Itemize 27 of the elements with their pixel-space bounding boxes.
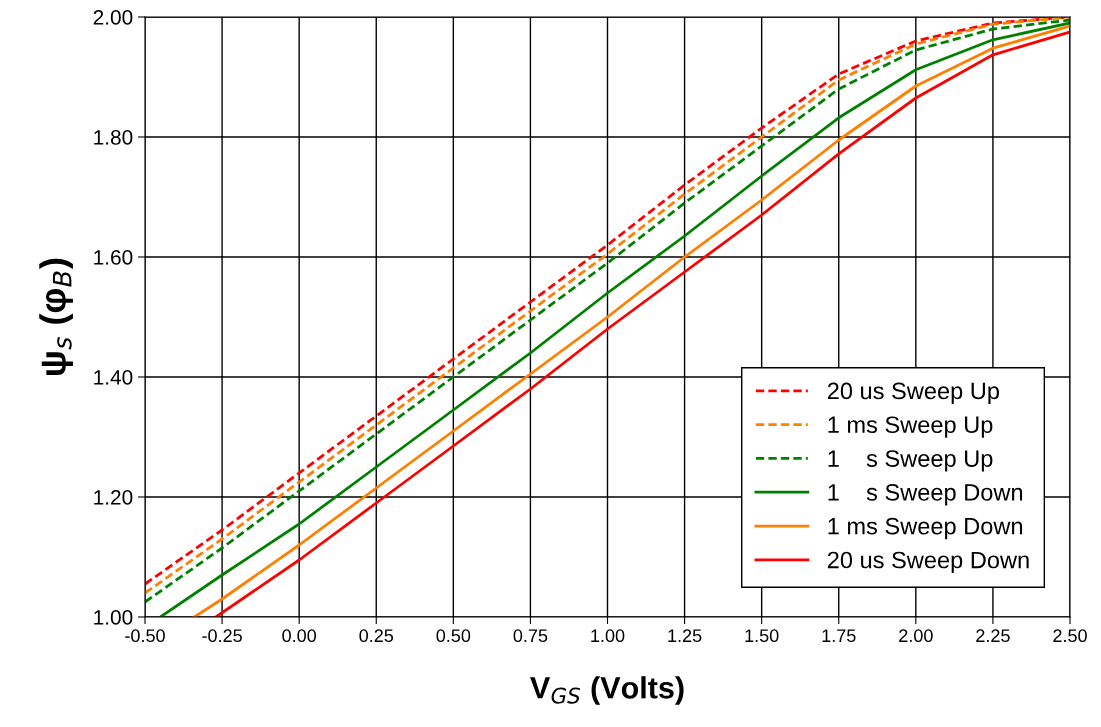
legend-label: 20 us Sweep Up xyxy=(827,382,999,404)
y-tick-label: 1.40 xyxy=(94,370,133,385)
x-tick-label: 0.50 xyxy=(436,629,471,643)
x-tick-label: 2.25 xyxy=(976,629,1010,643)
legend-label: 1 s Sweep Up xyxy=(828,450,993,472)
x-tick-label: 2.00 xyxy=(899,629,933,643)
x-axis-title: V$_{GS}$ (Volts) xyxy=(530,676,684,705)
y-tick-label: 1.00 xyxy=(94,610,133,625)
y-tick-label: 2.00 xyxy=(93,10,133,25)
y-tick-label: 1.20 xyxy=(94,490,133,505)
x-tick-label: -0.25 xyxy=(202,629,242,643)
x-tick-label: 0.75 xyxy=(513,629,548,643)
x-tick-label: 1.25 xyxy=(668,629,702,643)
legend-label: 1 ms Sweep Down xyxy=(828,517,1023,540)
y-tick-label: 1.60 xyxy=(94,250,133,265)
y-tick-label: 1.80 xyxy=(94,130,133,145)
legend-label: 1 s Sweep Down xyxy=(828,484,1023,506)
legend-label: 20 us Sweep Down xyxy=(827,551,1029,574)
legend-label: 1 ms Sweep Up xyxy=(828,416,993,438)
x-tick-label: 1.00 xyxy=(591,629,625,643)
x-tick-label: 0.00 xyxy=(282,629,317,643)
y-axis-title: ψ$_{s}$ (φ$_{B}$) xyxy=(39,258,73,376)
x-tick-label: -0.50 xyxy=(125,629,165,643)
x-tick-label: 2.50 xyxy=(1053,629,1087,643)
x-tick-label: 1.50 xyxy=(745,629,779,643)
x-tick-label: 0.25 xyxy=(359,629,394,643)
x-tick-label: 1.75 xyxy=(822,629,856,643)
